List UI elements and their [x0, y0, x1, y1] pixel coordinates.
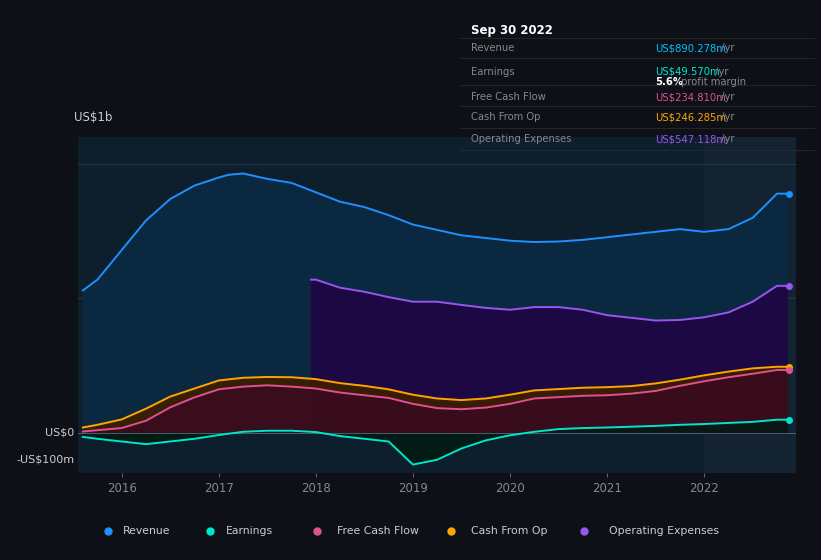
Text: US$234.810m: US$234.810m: [655, 92, 726, 102]
Text: US$234.810m /yr: US$234.810m /yr: [655, 92, 742, 102]
Text: Revenue: Revenue: [123, 526, 171, 536]
Text: -US$100m: -US$100m: [16, 455, 75, 465]
Text: US$49.570m: US$49.570m: [655, 67, 720, 77]
Text: Free Cash Flow: Free Cash Flow: [470, 92, 545, 102]
Text: US$246.285m: US$246.285m: [655, 113, 727, 122]
Text: 5.6% profit margin: 5.6% profit margin: [655, 77, 749, 87]
Text: US$49.570m /yr: US$49.570m /yr: [655, 67, 736, 77]
Text: Free Cash Flow: Free Cash Flow: [337, 526, 420, 536]
Text: Cash From Op: Cash From Op: [470, 113, 540, 122]
Bar: [704, 137, 796, 473]
Text: US$547.118m: US$547.118m: [655, 134, 727, 144]
Text: Operating Expenses: Operating Expenses: [609, 526, 719, 536]
Text: US$547.118m /yr: US$547.118m /yr: [655, 134, 743, 144]
Text: /yr: /yr: [718, 92, 734, 102]
Text: US$0: US$0: [45, 428, 75, 438]
Text: profit margin: profit margin: [678, 77, 746, 87]
Text: Cash From Op: Cash From Op: [470, 526, 547, 536]
Text: Operating Expenses: Operating Expenses: [470, 134, 571, 144]
Text: Sep 30 2022: Sep 30 2022: [470, 24, 553, 38]
Text: US$1b: US$1b: [75, 111, 112, 124]
Text: Revenue: Revenue: [470, 43, 514, 53]
Text: /yr: /yr: [718, 134, 734, 144]
Text: /yr: /yr: [712, 67, 728, 77]
Text: /yr: /yr: [718, 43, 734, 53]
Text: 5.6%: 5.6%: [655, 77, 683, 87]
Text: Earnings: Earnings: [226, 526, 273, 536]
Text: /yr: /yr: [718, 113, 734, 122]
Text: US$246.285m /yr: US$246.285m /yr: [655, 113, 743, 122]
Text: US$890.278m: US$890.278m: [655, 43, 726, 53]
Text: US$890.278m /yr: US$890.278m /yr: [655, 43, 743, 53]
Text: Earnings: Earnings: [470, 67, 514, 77]
